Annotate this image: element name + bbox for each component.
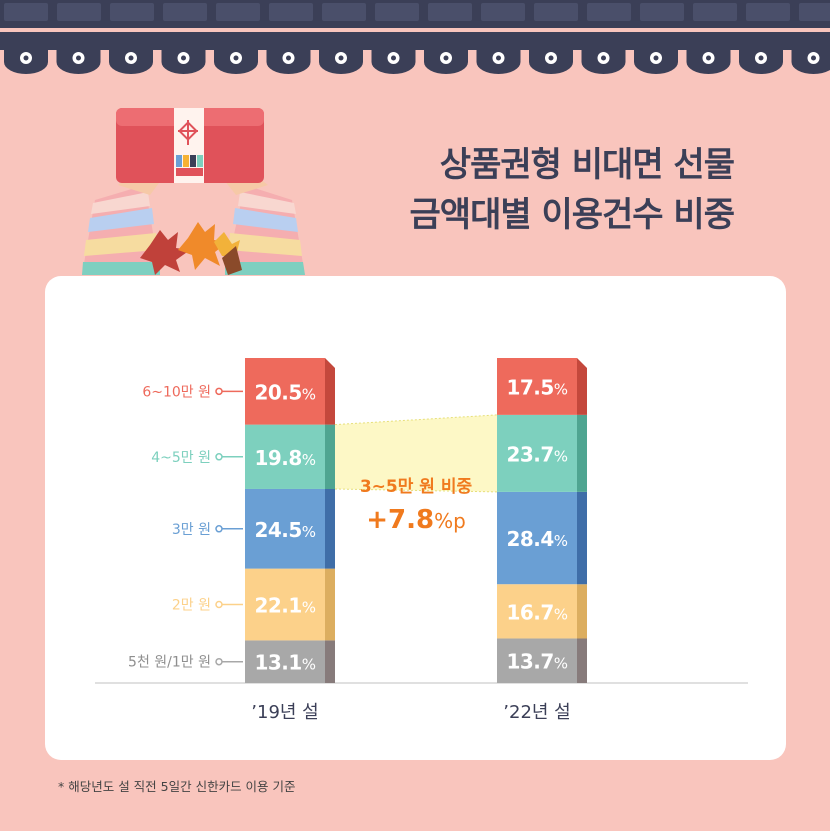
- right-sleeve: [225, 185, 305, 275]
- legend-label: 3만 원: [172, 522, 211, 538]
- bar-segment: [497, 358, 577, 415]
- data-label: 22.1%: [254, 594, 315, 618]
- bar-segment-side: [577, 638, 587, 683]
- bar-segment-side: [325, 424, 335, 489]
- left-sleeve: [82, 185, 160, 275]
- roof-tile: [4, 3, 48, 21]
- legend-dot: [215, 525, 223, 533]
- bar-segment: [245, 568, 325, 641]
- roof-tile: [375, 3, 419, 21]
- roof-tile: [534, 3, 578, 21]
- bar-segment-side: [325, 358, 335, 425]
- data-label: 20.5%: [254, 380, 315, 404]
- roof-tile: [693, 3, 737, 21]
- roof-tile: [799, 3, 830, 21]
- data-label: 23.7%: [506, 442, 567, 466]
- roof-tile: [269, 3, 313, 21]
- bar-segment-side: [577, 358, 587, 415]
- data-label: 28.4%: [506, 527, 567, 551]
- roof-tile: [216, 3, 260, 21]
- stacked-bar-chart: 13.1% 22.1% 24.5% 19.8% 20.5% ’19년 설 13.7% 16.7…: [95, 358, 748, 723]
- data-label: 13.1%: [254, 651, 315, 675]
- bar-segment: [497, 584, 577, 639]
- legend-label: 4~5만 원: [151, 450, 211, 466]
- annotation-line-1: 3~5만 원 비중: [360, 477, 473, 497]
- roof-tile: [481, 3, 525, 21]
- category-label: ’22년 설: [503, 702, 570, 723]
- bar-segment: [497, 414, 577, 492]
- data-label: 24.5%: [254, 518, 315, 542]
- bar-segment: [245, 424, 325, 489]
- knot-ornament: [178, 120, 198, 145]
- category-label: ’19년 설: [251, 702, 318, 723]
- roof-divider: [0, 28, 830, 32]
- data-label: 19.8%: [254, 446, 315, 470]
- roof-tile: [746, 3, 790, 21]
- legend-dot: [215, 657, 223, 666]
- roof-tile: [57, 3, 101, 21]
- roof-tile: [428, 3, 472, 21]
- roof-eave: [0, 32, 830, 50]
- roof-tile: [110, 3, 154, 21]
- legend-label: 2만 원: [172, 598, 211, 614]
- bar-segment-side: [325, 568, 335, 641]
- annotation-line-2: +7.8%p: [366, 505, 466, 535]
- bar-segment: [245, 358, 325, 425]
- bar-segment: [245, 488, 325, 569]
- bar-segment-side: [577, 491, 587, 585]
- roof-tile: [587, 3, 631, 21]
- comparison-highlight-band: [335, 414, 497, 492]
- legend-dot: [215, 387, 223, 396]
- page-title: 상품권형 비대면 선물 금액대별 이용건수 비중: [409, 140, 735, 240]
- legend-label: 6~10만 원: [142, 384, 211, 400]
- bar-segment-side: [577, 414, 587, 492]
- traditional-roof-decoration: [0, 0, 830, 74]
- title-line-1: 상품권형 비대면 선물: [439, 145, 735, 185]
- roof-tile: [640, 3, 684, 21]
- bar-segment: [497, 491, 577, 585]
- footnote: * 해당년도 설 직전 5일간 신한카드 이용 기준: [58, 779, 296, 794]
- legend-dot: [215, 453, 223, 461]
- roof-tile: [322, 3, 366, 21]
- data-label: 13.7%: [506, 650, 567, 674]
- autumn-leaves: [140, 222, 242, 275]
- bar-segment: [497, 638, 577, 683]
- bar-segment-side: [325, 488, 335, 569]
- title-line-2: 금액대별 이용건수 비중: [409, 195, 735, 235]
- data-label: 17.5%: [506, 375, 567, 399]
- chart-card: [45, 276, 786, 760]
- data-label: 16.7%: [506, 600, 567, 624]
- bar-segment-side: [577, 584, 587, 639]
- bar-segment: [245, 640, 325, 683]
- gift-envelope-illustration: [82, 108, 305, 275]
- roof-tile: [163, 3, 207, 21]
- bar-segment-side: [325, 640, 335, 683]
- legend-label: 5천 원/1만 원: [128, 655, 211, 671]
- legend-dot: [215, 600, 223, 609]
